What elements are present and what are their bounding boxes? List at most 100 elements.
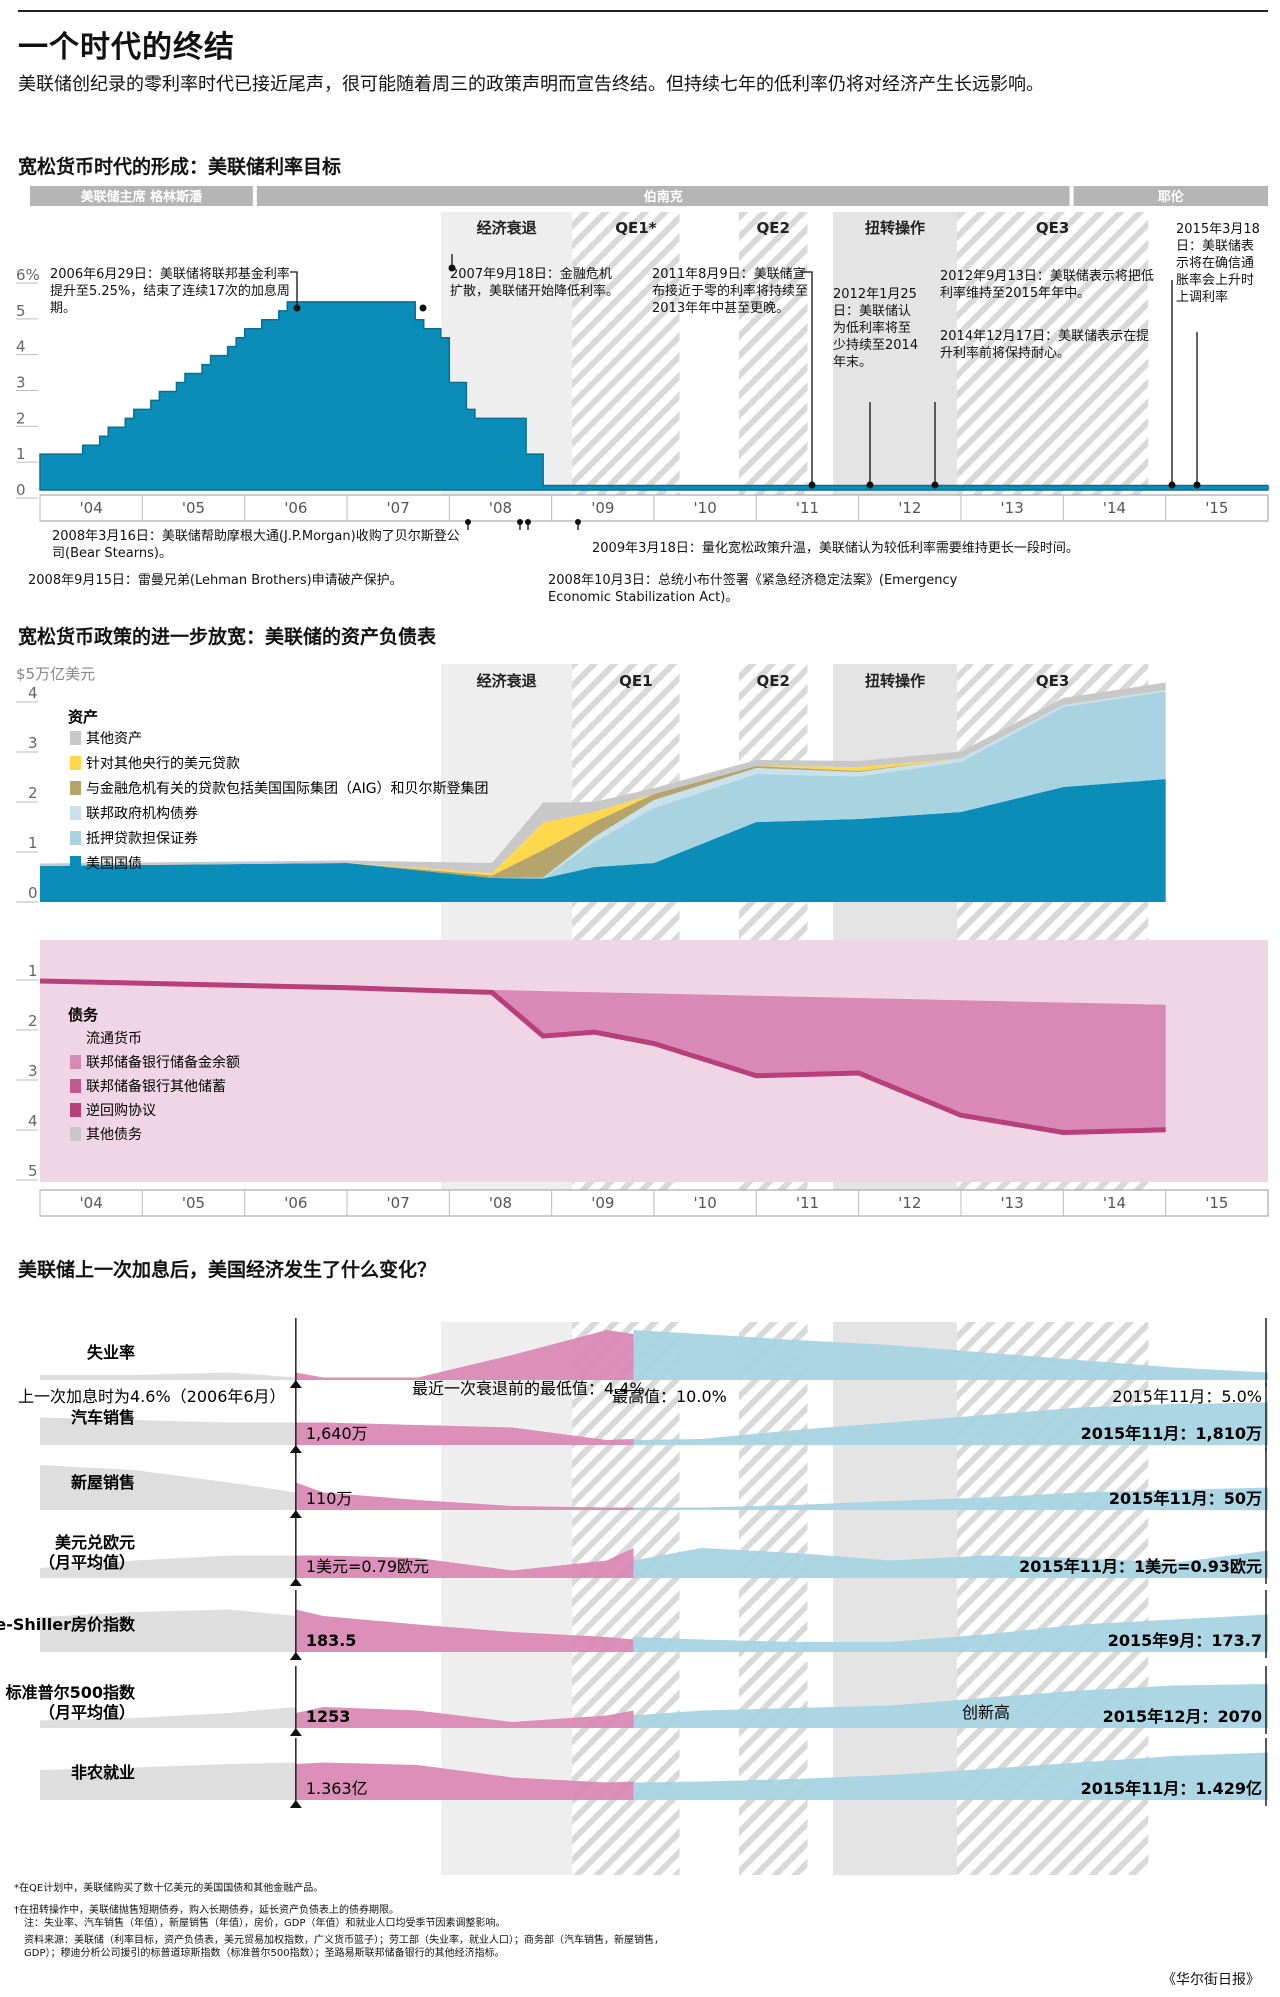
leader-dot [525,519,531,525]
decline-area [295,1422,634,1445]
x-tick-label: '08 [489,1194,512,1212]
asset-series-area [40,691,1166,879]
annotation-2008-sep: 2008年9月15日：雷曼兄弟(Lehman Brothers)申请破产保护。 [28,573,403,588]
hike-marker-arrow [289,1510,302,1518]
recovery-area [633,1684,1268,1728]
period-label: 扭转操作 [865,219,925,237]
pre-hike-area [40,1609,296,1652]
qe-band [956,212,1149,498]
asset-legend-item: 联邦政府机构债券 [86,806,198,822]
indicator-end-note: 2015年11月：50万 [1109,1489,1262,1508]
indicator-label: （月平均值） [39,1703,135,1722]
recovery-area [633,1330,1268,1380]
asset-legend-item: 其他资产 [86,731,142,747]
pre-hike-area [40,1762,296,1800]
decline-area [295,1707,634,1728]
chair-bar [256,186,1070,206]
pre-hike-area [40,1417,296,1445]
decline-area [295,1330,634,1380]
twist-band [833,212,957,498]
hike-marker-arrow [289,1652,302,1660]
pre-hike-area [40,1555,296,1578]
x-tick-label: '09 [591,499,614,517]
y-tick-label: 5 [16,302,26,320]
x-tick-label: '07 [387,499,410,517]
x-tick-label: '09 [591,1194,614,1212]
chart2-heading: 宽松货币政策的进一步放宽：美联储的资产负债表 [18,626,437,648]
legend-swatch [70,1103,81,1117]
fed-funds-rate-area [39,301,1269,491]
liab-tick-label: 3 [28,1062,38,1080]
chart3-heading: 美联储上一次加息后，美国经济发生了什么变化？ [18,1259,437,1281]
top-rule [18,10,1268,12]
annotation-2012-sep: 2012年9月13日：美联储表示将把低利率维持至2015年年中。 [940,269,1154,301]
x-tick-label: '08 [489,499,512,517]
leader-dot [1193,481,1201,489]
indicator-start-value: 183.5 [306,1631,357,1650]
period-label: QE3 [1036,672,1069,690]
qe-band [572,212,680,498]
pre-hike-area [40,1707,296,1728]
asset-legend-item: 抵押贷款担保证券 [86,831,198,847]
indicator-label: 汽车销售 [71,1408,135,1427]
x-tick-label: '07 [387,1194,410,1212]
chair-name: 伯南克 [644,189,683,205]
leader-dot [517,519,523,525]
leader-dot [465,519,471,525]
leader-dot [448,264,456,272]
period-label: QE1 [619,672,652,690]
liab-tick-label: 1 [28,962,38,980]
legend-swatch [70,856,81,870]
hike-marker-arrow [289,1800,302,1808]
x-tick-label: '12 [898,499,921,517]
period-label: 扭转操作 [865,672,925,690]
x-tick-label: '11 [796,1194,819,1212]
leader-dot [808,481,816,489]
decline-area [295,1609,634,1652]
pre-hike-area [40,1372,296,1380]
footnote-qe: *在QE计划中，美联储购买了数十亿美元的美国国债和其他金融产品。 [14,1883,324,1894]
legend-swatch [70,806,81,820]
hike-marker-arrow [289,1578,302,1586]
legend-swatch [70,1127,81,1141]
x-tick-label: '10 [694,1194,717,1212]
y-tick-label: 3 [16,374,26,392]
indicator-start-value: 1,640万 [306,1424,368,1443]
annotation-2007-sep: 2007年9月18日：金融危机扩散，美联储开始降低利率。 [450,267,620,299]
decline-area [295,1482,634,1510]
footnote-note: 注：失业率、汽车销售（年值），新屋销售（年值），房价，GDP（年值）和就业人口均… [24,1918,506,1929]
y-tick-label: 1 [16,445,26,463]
decline-area [295,1762,634,1800]
legend-swatch [70,1079,81,1093]
asset-legend-title: 资产 [68,708,98,726]
leader-dot [931,481,939,489]
asset-legend-item: 与金融危机有关的贷款包括美国国际集团（AIG）和贝尔斯登集团 [86,780,489,797]
qe-band [738,212,808,498]
x-tick-label: '06 [284,1194,307,1212]
legend-swatch [70,1031,81,1045]
liab-reverse-repo-band [39,978,1166,1136]
x-tick-label: '13 [1001,1194,1024,1212]
x-tick-label: '04 [80,1194,103,1212]
indicator-end-note: 2015年11月：1,810万 [1081,1424,1262,1443]
x-tick-label: '15 [1205,1194,1228,1212]
annotation-2011-aug: 2011年8月9日：美联储宣布接近于零的利率将持续至2013年年中甚至更晚。 [652,267,809,316]
y-tick-label: 4 [16,338,26,356]
x-tick-label: '13 [1001,499,1024,517]
y-tick-label: 0 [16,481,26,499]
recovery-area [633,1614,1268,1652]
x-tick-label: '06 [284,499,307,517]
period-label: 经济衰退 [477,219,537,237]
indicator-end-note: 2015年11月：1.429亿 [1081,1779,1262,1798]
period-label: QE1* [615,219,656,237]
annotation-2008-oct: 2008年10月3日：总统小布什签署《紧急经济稳定法案》(Emergency E… [548,573,958,605]
leader-dot [575,519,581,525]
indicator-label: 标准普尔500指数 [5,1683,136,1702]
annotation-2014-dec: 2014年12月17日：美联储表示在提升利率前将保持耐心。 [940,329,1150,361]
annotation-2008-mar: 2008年3月16日：美联储帮助摩根大通(J.P.Morgan)收购了贝尔斯登公… [52,529,460,561]
indicator-end-note: 2015年12月：2070 [1103,1707,1262,1726]
indicator-label: 美元兑欧元 [55,1533,135,1552]
indicator-start-value: 1253 [306,1707,351,1726]
indicator-label: （月平均值） [39,1553,135,1572]
indicator-start-note: 上一次加息时为4.6%（2006年6月） [18,1387,286,1406]
